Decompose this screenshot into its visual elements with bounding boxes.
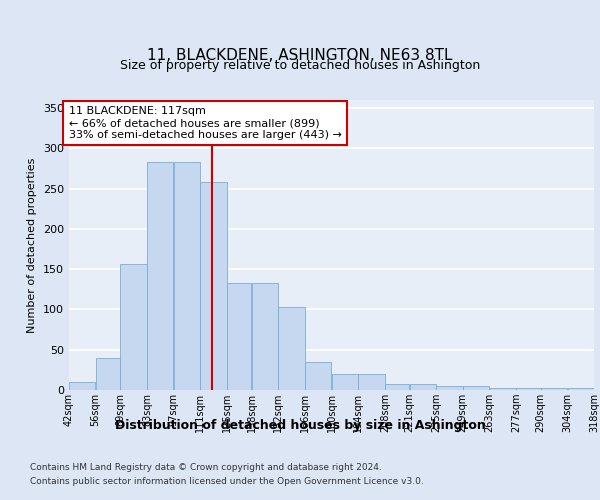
Bar bbox=[174, 162, 200, 390]
Text: Distribution of detached houses by size in Ashington: Distribution of detached houses by size … bbox=[115, 420, 485, 432]
Bar bbox=[96, 358, 120, 390]
Bar bbox=[516, 388, 541, 390]
Bar bbox=[252, 283, 278, 390]
Text: 11 BLACKDENE: 117sqm
← 66% of detached houses are smaller (899)
33% of semi-deta: 11 BLACKDENE: 117sqm ← 66% of detached h… bbox=[69, 106, 342, 140]
Bar bbox=[305, 362, 331, 390]
Text: 11, BLACKDENE, ASHINGTON, NE63 8TL: 11, BLACKDENE, ASHINGTON, NE63 8TL bbox=[147, 48, 453, 62]
Text: Size of property relative to detached houses in Ashington: Size of property relative to detached ho… bbox=[120, 60, 480, 72]
Bar bbox=[490, 388, 516, 390]
Text: Contains public sector information licensed under the Open Government Licence v3: Contains public sector information licen… bbox=[30, 477, 424, 486]
Bar bbox=[200, 182, 227, 390]
Bar bbox=[227, 283, 251, 390]
Bar bbox=[385, 384, 409, 390]
Bar bbox=[568, 388, 594, 390]
Y-axis label: Number of detached properties: Number of detached properties bbox=[28, 158, 37, 332]
Bar bbox=[69, 382, 95, 390]
Bar bbox=[541, 388, 567, 390]
Bar bbox=[278, 307, 305, 390]
Bar bbox=[410, 384, 436, 390]
Bar bbox=[358, 374, 385, 390]
Bar bbox=[121, 264, 147, 390]
Bar bbox=[147, 162, 173, 390]
Bar bbox=[436, 386, 463, 390]
Bar bbox=[463, 386, 489, 390]
Bar bbox=[332, 374, 358, 390]
Text: Contains HM Land Registry data © Crown copyright and database right 2024.: Contains HM Land Registry data © Crown c… bbox=[30, 464, 382, 472]
